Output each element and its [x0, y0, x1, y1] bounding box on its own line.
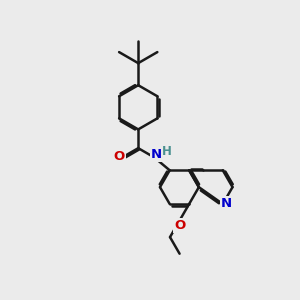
- Text: H: H: [162, 145, 172, 158]
- Text: N: N: [221, 197, 232, 211]
- Text: N: N: [151, 148, 162, 160]
- Text: O: O: [113, 150, 124, 163]
- Text: O: O: [174, 219, 185, 232]
